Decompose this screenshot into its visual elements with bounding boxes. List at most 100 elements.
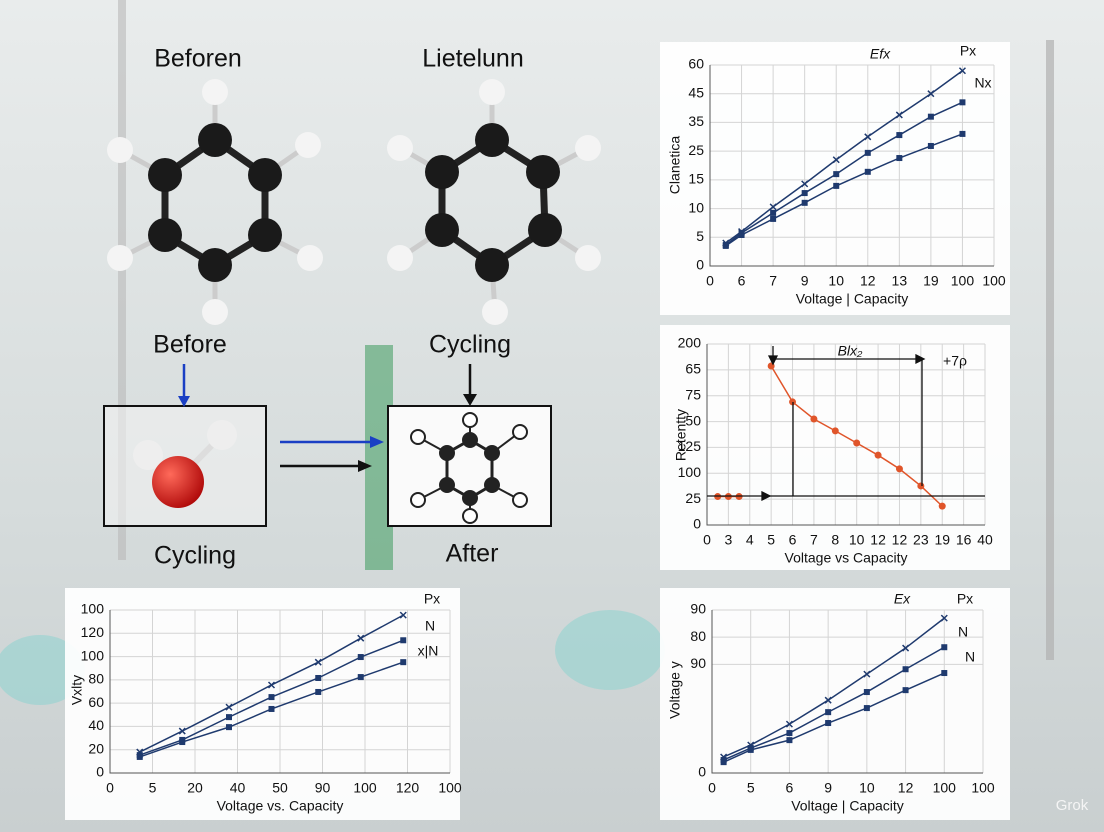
label: Lietelunn [422, 45, 523, 73]
label: After [446, 540, 499, 568]
y-tick-label: 200 [678, 335, 702, 351]
point [770, 209, 777, 216]
y-tick-label: 65 [685, 361, 701, 377]
y-tick-label: 5 [696, 228, 704, 244]
x-tick-label: 100 [438, 780, 462, 796]
x-tick-label: 100 [933, 780, 957, 796]
watermark: Grok [1056, 797, 1089, 814]
x-tick-label: 16 [956, 532, 972, 548]
x-tick-label: 8 [831, 532, 839, 548]
point [136, 753, 143, 760]
chart-title: Blx₂ [838, 343, 863, 359]
point [314, 658, 322, 666]
point [959, 130, 966, 137]
y-tick-label: 45 [688, 84, 704, 100]
point [864, 133, 872, 141]
molecule-left [107, 79, 323, 325]
point [801, 199, 808, 206]
point [958, 67, 966, 75]
point [720, 759, 727, 766]
chart-b-arrows [707, 346, 985, 502]
y-tick-label: 10 [688, 199, 704, 215]
y-tick-label: 100 [678, 464, 702, 480]
x-tick-label: 19 [934, 532, 950, 548]
axis [109, 610, 450, 774]
y-tick-label: 90 [690, 601, 706, 617]
point [226, 724, 232, 731]
x-tick-label: 90 [315, 780, 331, 796]
axis [706, 344, 985, 526]
x-tick-label: 5 [767, 532, 775, 548]
y-axis-label: Retentty [673, 409, 689, 461]
chart-title: Efx [870, 46, 891, 62]
y-tick-label: 0 [698, 764, 706, 780]
y-tick-label: 50 [685, 412, 701, 428]
point [896, 132, 903, 139]
x-tick-label: 12 [898, 780, 914, 796]
x-tick-label: 0 [106, 780, 114, 796]
legend-label: N [965, 649, 975, 665]
x-tick-label: 100 [353, 780, 377, 796]
stand-rod [1046, 40, 1054, 660]
y-tick-label: 75 [685, 386, 701, 402]
x-tick-label: 10 [849, 532, 865, 548]
point [769, 203, 777, 211]
point [225, 703, 233, 711]
molecule-right [387, 79, 601, 325]
point [357, 634, 365, 642]
x-tick-label: 10 [859, 780, 875, 796]
point [357, 674, 364, 681]
point [896, 155, 903, 162]
flask [0, 635, 85, 705]
point [268, 694, 275, 701]
chart-title: Ex [894, 591, 911, 607]
point [941, 670, 948, 677]
point [938, 502, 946, 510]
point [940, 614, 948, 622]
y-tick-label: 80 [690, 628, 706, 644]
y-tick-label: 60 [88, 694, 104, 710]
y-tick-label: 120 [81, 624, 105, 640]
chart-panel [660, 588, 1010, 820]
point [226, 714, 232, 721]
point [833, 171, 840, 178]
x-tick-label: 50 [272, 780, 288, 796]
arrows [178, 364, 477, 472]
axis [709, 65, 994, 267]
y-tick-label: 125 [678, 438, 702, 454]
y-tick-label: 60 [688, 56, 704, 72]
point [825, 709, 832, 716]
x-tick-label: 19 [923, 273, 939, 289]
point [179, 739, 186, 746]
y-axis-label: Clanetica [667, 136, 683, 195]
point [863, 705, 870, 712]
annotation: +7ρ [943, 353, 967, 369]
point [785, 720, 793, 728]
label: Cycling [429, 331, 511, 359]
x-tick-label: 7 [810, 532, 818, 548]
chart-panel [65, 588, 460, 820]
x-tick-label: 12 [870, 532, 886, 548]
point [874, 451, 882, 459]
y-tick-label: 35 [688, 113, 704, 129]
x-tick-label: 12 [860, 273, 876, 289]
point [770, 215, 777, 222]
label: Cycling [154, 542, 236, 570]
point [863, 670, 871, 678]
y-tick-label: 80 [88, 671, 104, 687]
point [268, 705, 275, 712]
point [902, 644, 910, 652]
x-tick-label: 9 [801, 273, 809, 289]
x-tick-label: 40 [977, 532, 993, 548]
x-axis-label: Voltage vs. Capacity [217, 798, 344, 814]
y-axis-label: Vxlty [69, 675, 85, 705]
x-tick-label: 100 [951, 273, 975, 289]
x-tick-label: 3 [724, 532, 732, 548]
x-tick-label: 6 [789, 532, 797, 548]
x-tick-label: 5 [747, 780, 755, 796]
point [747, 746, 754, 753]
flask [555, 610, 665, 690]
point [399, 611, 407, 619]
